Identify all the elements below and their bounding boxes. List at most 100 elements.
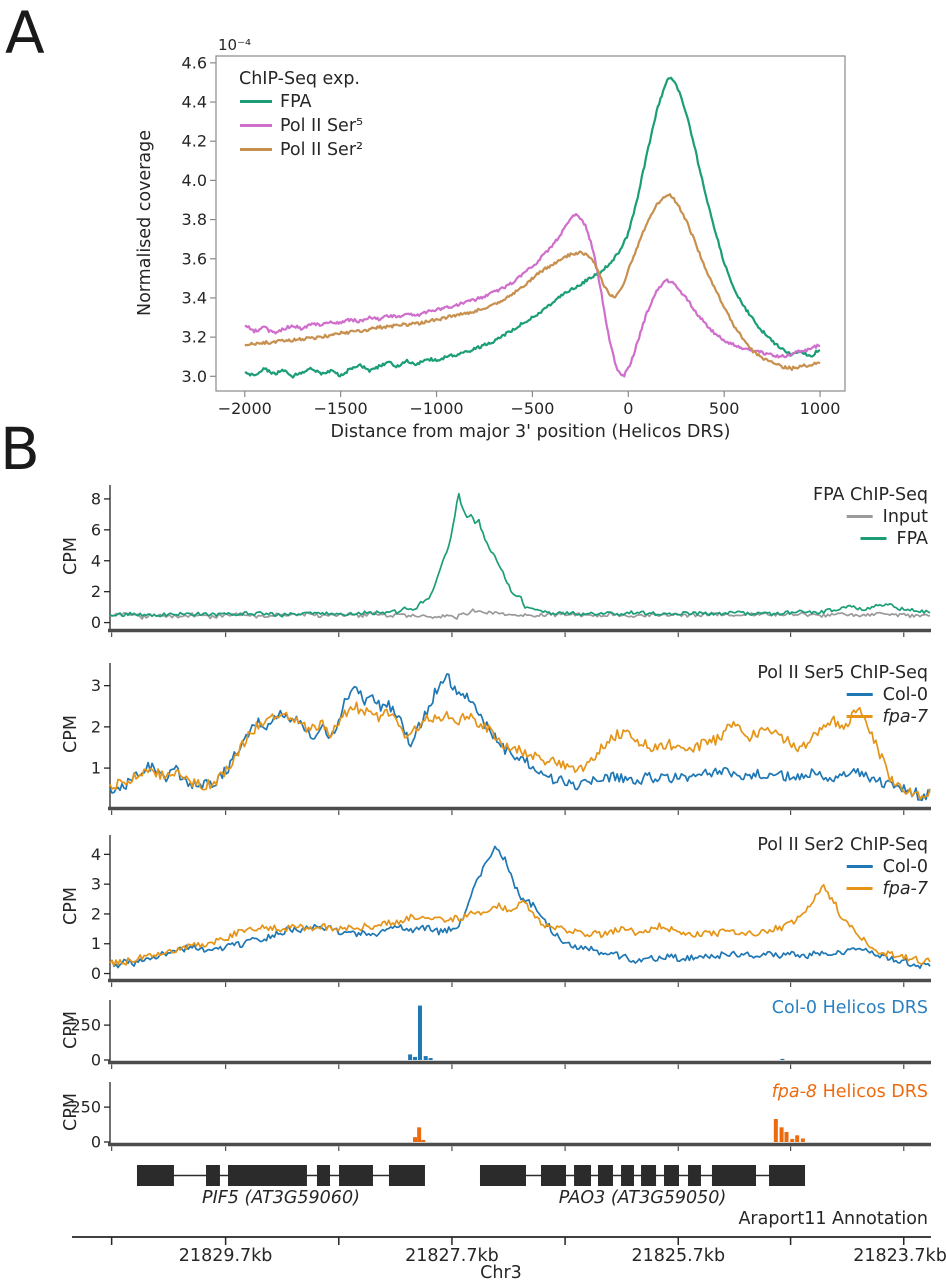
cpm-label: CPM <box>61 887 81 925</box>
gene-exon <box>597 1165 613 1186</box>
series-fpa-7 <box>109 883 931 967</box>
drs-bar <box>417 1005 422 1060</box>
y-tick-label: 4.4 <box>182 93 207 112</box>
series-col-0 <box>109 673 931 802</box>
y-tick-label: 3 <box>91 676 101 695</box>
fpa8_drs-legend-title: fpa-8 Helicos DRS <box>772 1082 928 1102</box>
gene-exon <box>136 1165 174 1186</box>
x-tick-label: −1000 <box>409 399 463 418</box>
y-tick-label: 8 <box>91 489 101 508</box>
gene-exon <box>316 1165 331 1186</box>
series-pol-ii-ser- <box>244 193 821 371</box>
axis-tick-label: 21825.7kb <box>631 1246 725 1266</box>
drs-bar <box>413 1137 418 1142</box>
y-axis-offset-label: 10⁻⁴ <box>218 36 251 54</box>
gene-exon <box>479 1165 526 1186</box>
gene-exon <box>621 1165 634 1186</box>
drs-bar <box>780 1058 785 1060</box>
drs-bar <box>428 1058 433 1060</box>
y-tick-label: 1 <box>91 934 101 953</box>
drs-bar <box>421 1139 426 1142</box>
gene-exon <box>388 1165 425 1186</box>
drs-bar <box>408 1054 413 1060</box>
gene-exon <box>206 1165 220 1186</box>
col0_drs-legend-title: Col-0 Helicos DRS <box>772 998 928 1018</box>
legend-entry-2: Pol II Ser² <box>280 140 363 160</box>
axis-tick-label: 21827.7kb <box>405 1246 499 1266</box>
drs-bar <box>784 1131 789 1142</box>
panel-a-legend-title: ChIP-Seq exp. <box>239 69 360 89</box>
series-pol-ii-ser- <box>244 213 821 378</box>
y-tick-label: 0 <box>91 964 101 983</box>
fpa_chip-legend-title: FPA ChIP-Seq <box>813 485 928 505</box>
gene-label-0: PIF5 (AT3G59060) <box>202 1188 360 1208</box>
chromosome-label: Chr3 <box>480 1263 522 1280</box>
y-tick-label: 1 <box>91 759 101 778</box>
axis-tick-label: 21829.7kb <box>179 1246 273 1266</box>
drs-bar <box>790 1138 795 1142</box>
x-tick-label: −2000 <box>218 399 272 418</box>
y-tick-label: 3.8 <box>182 210 207 229</box>
ser5_chip-legend-title: Pol II Ser5 ChIP-Seq <box>757 663 928 683</box>
legend-entry-0: Col-0 <box>883 857 928 877</box>
y-tick-label: 0 <box>91 1051 101 1070</box>
drs-bar <box>795 1135 800 1142</box>
y-tick-label: 2 <box>91 582 101 601</box>
annotation-credit: Araport11 Annotation <box>738 1209 928 1229</box>
gene-annotation-track: PIF5 (AT3G59060) PAO3 (AT3G59050) Araport1… <box>136 1165 928 1229</box>
y-tick-label: 250 <box>70 1098 101 1117</box>
y-tick-label: 2 <box>91 904 101 923</box>
ser2_chip-legend-title: Pol II Ser2 ChIP-Seq <box>757 835 928 855</box>
gene-exon <box>769 1165 806 1186</box>
x-tick-label: −500 <box>510 399 554 418</box>
drs-bar <box>423 1056 428 1060</box>
gene-exon <box>540 1165 567 1186</box>
cpm-label: CPM <box>61 537 81 575</box>
drs-bar <box>779 1127 784 1142</box>
legend-entry-1: fpa-7 <box>883 879 928 899</box>
panel-a-chart: −2000 −1500 −1000 −500 0 500 1000 3.0 3.2 3.4 3.6 3… <box>135 36 846 442</box>
genome-axis: 21829.7kb 21827.7kb 21825.7kb 21823.7kb Chr3 <box>72 1236 946 1280</box>
panel-b-label: B <box>0 415 40 483</box>
panel-a-ylabel: Normalised coverage <box>135 130 155 316</box>
y-tick-label: 3.4 <box>182 288 207 307</box>
legend-entry-0: Col-0 <box>883 685 928 705</box>
x-tick-label: −1500 <box>314 399 368 418</box>
cpm-label: CPM <box>61 1093 81 1131</box>
y-tick-label: 3.6 <box>182 249 207 268</box>
y-tick-label: 2 <box>91 717 101 736</box>
gene-exon <box>574 1165 592 1186</box>
legend-entry-1: FPA <box>897 529 928 549</box>
cpm-label: CPM <box>61 715 81 753</box>
y-tick-label: 3 <box>91 875 101 894</box>
legend-entry-0: FPA <box>280 92 311 112</box>
gene-exon <box>663 1165 679 1186</box>
drs-bar <box>773 1118 778 1142</box>
y-tick-label: 4 <box>91 845 101 864</box>
drs-bar <box>800 1138 805 1142</box>
x-tick-label: 500 <box>709 399 740 418</box>
y-tick-label: 6 <box>91 520 101 539</box>
y-tick-label: 0 <box>91 1133 101 1152</box>
gene-exon <box>339 1165 373 1186</box>
legend-entry-1: Pol II Ser⁵ <box>280 116 363 136</box>
cpm-label: CPM <box>61 1011 81 1049</box>
y-tick-label: 0 <box>91 613 101 632</box>
legend-entry-1: fpa-7 <box>883 707 928 727</box>
gene-exon <box>688 1165 701 1186</box>
y-tick-label: 3.2 <box>182 328 207 347</box>
axis-tick-label: 21823.7kb <box>853 1246 946 1266</box>
y-tick-label: 4.0 <box>182 171 207 190</box>
y-tick-label: 4.6 <box>182 53 207 72</box>
x-tick-label: 0 <box>623 399 633 418</box>
gene-label-1: PAO3 (AT3G59050) <box>559 1188 727 1208</box>
panel-a-xlabel: Distance from major 3' position (Helicos… <box>331 422 731 442</box>
panel-a-label: A <box>5 0 45 67</box>
y-tick-label: 250 <box>70 1016 101 1035</box>
y-tick-label: 3.0 <box>182 367 207 386</box>
